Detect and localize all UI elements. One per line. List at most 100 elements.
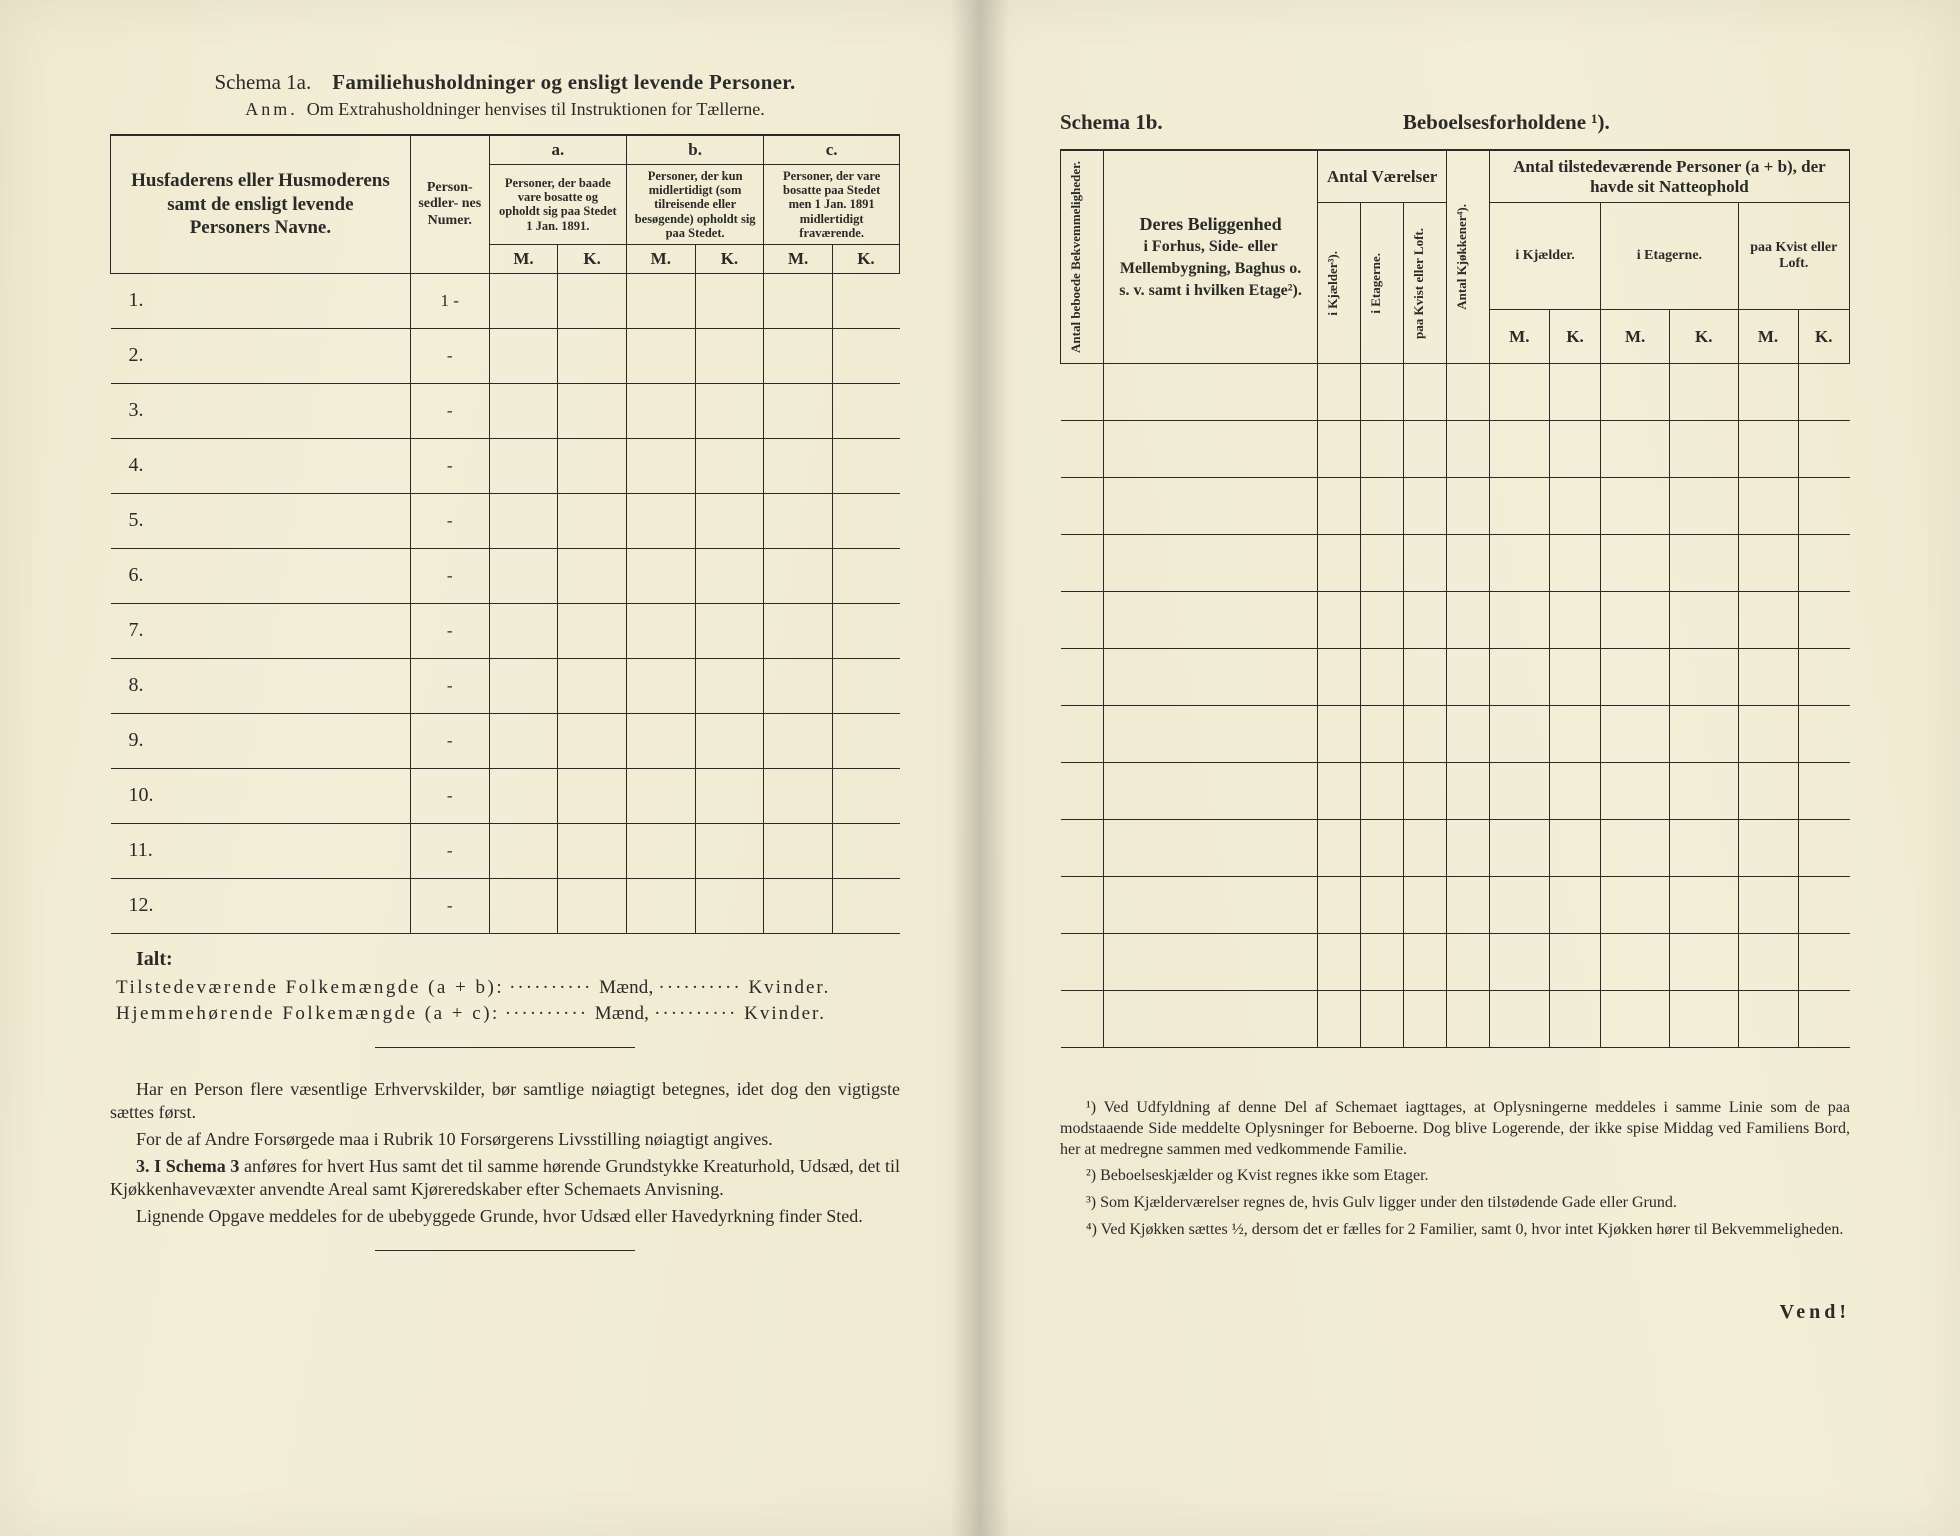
table-row: 4.- [111, 438, 900, 493]
cell [1489, 705, 1549, 762]
cell [1738, 762, 1798, 819]
cell [558, 603, 627, 658]
cell [832, 328, 899, 383]
col-a-text: Personer, der baade vare bosatte og opho… [489, 164, 626, 245]
cell [626, 823, 695, 878]
cell [1446, 705, 1489, 762]
cell [1361, 990, 1404, 1047]
row-name: 2. [111, 328, 411, 383]
cell [695, 493, 764, 548]
p-kj-m: M. [1489, 309, 1549, 363]
vend-label: Vend! [1060, 1301, 1850, 1324]
left-title: Schema 1a. Familiehusholdninger og ensli… [110, 70, 900, 95]
col-p-etagerne: i Etagerne. [1601, 203, 1738, 310]
row-numer: - [410, 768, 489, 823]
col-kjokkener-text: Antal Kjøkkener⁴). [1453, 198, 1471, 316]
grp-personer: Antal tilstedeværende Personer (a + b), … [1489, 151, 1849, 203]
table-row: 1.1 - [111, 273, 900, 328]
schema-1b-label: Schema 1b. [1060, 110, 1163, 135]
cell [1361, 591, 1404, 648]
cell [1446, 420, 1489, 477]
book-spread: Schema 1a. Familiehusholdninger og ensli… [0, 0, 1960, 1536]
cell [1738, 477, 1798, 534]
cell [1404, 648, 1447, 705]
cell [764, 493, 833, 548]
cell [1669, 648, 1738, 705]
row-name: 8. [111, 658, 411, 713]
cell [1798, 363, 1849, 420]
schema-1b-title: Beboelsesforholdene ¹). [1403, 110, 1610, 135]
cell [1549, 591, 1600, 648]
cell [558, 878, 627, 933]
cell [695, 548, 764, 603]
cell [832, 603, 899, 658]
cell [558, 548, 627, 603]
col-a-k: K. [558, 245, 627, 274]
cell [1489, 363, 1549, 420]
cell [489, 548, 558, 603]
table-row: 11.- [111, 823, 900, 878]
table-row: 2.- [111, 328, 900, 383]
col-v-kvist: paa Kvist eller Loft. [1404, 203, 1447, 364]
cell [1318, 534, 1361, 591]
cell [1798, 648, 1849, 705]
table-row [1061, 477, 1850, 534]
col-v-kvist-text: paa Kvist eller Loft. [1410, 222, 1428, 345]
cell [1798, 591, 1849, 648]
cell [1549, 363, 1600, 420]
cell [489, 658, 558, 713]
cell [1738, 591, 1798, 648]
sum1-maend: Mænd, [599, 977, 653, 998]
cell [1361, 648, 1404, 705]
cell [1489, 762, 1549, 819]
cell [764, 603, 833, 658]
cell [626, 493, 695, 548]
cell [695, 438, 764, 493]
cell [626, 603, 695, 658]
col-ab-text: Antal beboede Bekvemmeligheder. [1067, 155, 1085, 359]
row-name: 7. [111, 603, 411, 658]
cell [1549, 534, 1600, 591]
cell [1361, 420, 1404, 477]
cell [1446, 591, 1489, 648]
cell [832, 273, 899, 328]
col-b-m: M. [626, 245, 695, 274]
cell [1489, 648, 1549, 705]
row-numer: - [410, 713, 489, 768]
col-b-k: K. [695, 245, 764, 274]
cell [558, 273, 627, 328]
cell [1103, 648, 1317, 705]
cell [558, 713, 627, 768]
cell [1798, 477, 1849, 534]
cell [695, 603, 764, 658]
cell [1404, 990, 1447, 1047]
cell [1061, 762, 1104, 819]
row-name: 10. [111, 768, 411, 823]
cell [1601, 990, 1670, 1047]
table-row: 6.- [111, 548, 900, 603]
cell [764, 328, 833, 383]
cell [1318, 933, 1361, 990]
cell [832, 713, 899, 768]
row-name: 3. [111, 383, 411, 438]
grp-personer-text: Antal tilstedeværende Personer (a + b), … [1496, 155, 1843, 198]
cell [695, 273, 764, 328]
table-row: 7.- [111, 603, 900, 658]
cell [832, 878, 899, 933]
grp-vaerelser-text: Antal Værelser [1324, 167, 1440, 187]
note-p3-lead: 3. I Schema 3 [136, 1156, 239, 1176]
left-notes: Har en Person flere væsentlige Erhvervsk… [110, 1078, 900, 1228]
cell [1601, 534, 1670, 591]
cell [1669, 591, 1738, 648]
cell [832, 823, 899, 878]
cell [1446, 363, 1489, 420]
cell [1318, 990, 1361, 1047]
right-page: Schema 1b. Beboelsesforholdene ¹). Antal… [980, 0, 1960, 1536]
cell [1798, 534, 1849, 591]
table-row [1061, 819, 1850, 876]
cell [1061, 534, 1104, 591]
cell [1669, 705, 1738, 762]
col-c-m: M. [764, 245, 833, 274]
cell [1669, 876, 1738, 933]
cell [1798, 705, 1849, 762]
